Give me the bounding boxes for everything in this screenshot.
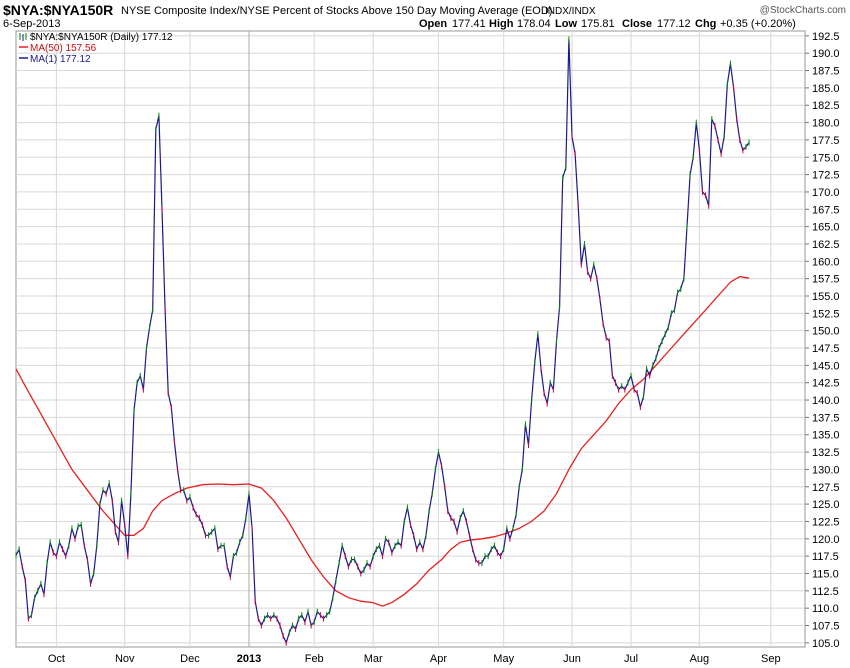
y-tick-label: 177.5 bbox=[812, 135, 840, 147]
chart-title-description: NYSE Composite Index/NYSE Percent of Sto… bbox=[121, 5, 552, 17]
y-tick-label: 170.0 bbox=[812, 187, 840, 199]
x-axis: Oct Nov Dec 2013 Feb Mar Apr May Jun Jul Aug Sep bbox=[48, 653, 781, 665]
legend-ma1: MA(1) 177.12 bbox=[30, 54, 91, 65]
y-tick-label: 150.0 bbox=[812, 326, 840, 338]
legend-ma50: MA(50) 157.56 bbox=[30, 43, 97, 54]
y-tick-label: 152.5 bbox=[812, 308, 840, 320]
legend: $NYA:$NYA150R (Daily) 177.12 MA(50) 157.… bbox=[19, 32, 173, 65]
grid-lines bbox=[16, 31, 805, 647]
x-tick-label: Apr bbox=[430, 653, 447, 665]
y-tick-label: 130.0 bbox=[812, 464, 840, 476]
chg-value: +0.35 (+0.20%) bbox=[720, 18, 796, 30]
y-tick-label: 122.5 bbox=[812, 516, 840, 528]
x-tick-label: Sep bbox=[761, 653, 781, 665]
legend-price: $NYA:$NYA150R (Daily) 177.12 bbox=[30, 32, 173, 43]
open-value: 177.41 bbox=[452, 18, 486, 30]
x-tick-label: May bbox=[493, 653, 514, 665]
y-tick-label: 157.5 bbox=[812, 274, 840, 286]
y-tick-label: 185.0 bbox=[812, 83, 840, 95]
y-tick-label: 145.0 bbox=[812, 360, 840, 372]
chart-title-symbol: $NYA:$NYA150R bbox=[3, 2, 113, 18]
chart-title-exchange: INDX/INDX bbox=[545, 6, 596, 17]
chg-label: Chg bbox=[695, 18, 716, 30]
close-value: 177.12 bbox=[657, 18, 691, 30]
low-value: 175.81 bbox=[581, 18, 615, 30]
x-tick-label: Mar bbox=[364, 653, 383, 665]
y-tick-label: 190.0 bbox=[812, 48, 840, 60]
y-tick-label: 110.0 bbox=[812, 603, 839, 615]
y-tick-label: 192.5 bbox=[812, 31, 840, 43]
open-label: Open bbox=[419, 18, 447, 30]
x-tick-label: Oct bbox=[48, 653, 65, 665]
ma50-line bbox=[15, 275, 750, 607]
y-tick-label: 132.5 bbox=[812, 447, 840, 459]
y-tick-label: 105.0 bbox=[812, 638, 840, 650]
x-tick-label: Jul bbox=[624, 653, 638, 665]
y-tick-label: 137.5 bbox=[812, 412, 840, 424]
y-tick-label: 117.5 bbox=[812, 551, 839, 563]
x-tick-label: Dec bbox=[180, 653, 200, 665]
y-tick-label: 160.0 bbox=[812, 256, 840, 268]
x-tick-label: 2013 bbox=[237, 653, 261, 665]
y-tick-label: 140.0 bbox=[812, 395, 840, 407]
y-tick-label: 180.0 bbox=[812, 118, 840, 130]
y-axis: 105.0 107.5 110.0 112.5 115.0 117.5 120.0 122.5… bbox=[805, 31, 840, 650]
y-tick-label: 187.5 bbox=[812, 66, 840, 78]
y-tick-label: 127.5 bbox=[812, 482, 840, 494]
price-ticks bbox=[15, 36, 750, 646]
y-tick-label: 147.5 bbox=[812, 343, 840, 355]
y-tick-label: 107.5 bbox=[812, 620, 840, 632]
y-tick-label: 135.0 bbox=[812, 430, 840, 442]
y-tick-label: 120.0 bbox=[812, 534, 840, 546]
y-tick-label: 167.5 bbox=[812, 204, 840, 216]
ohlc-readout: Open 177.41 High 178.04 Low 175.81 Close… bbox=[419, 18, 796, 30]
y-tick-label: 162.5 bbox=[812, 239, 840, 251]
chart-date: 6-Sep-2013 bbox=[3, 18, 61, 30]
y-tick-label: 125.0 bbox=[812, 499, 840, 511]
y-tick-label: 112.5 bbox=[812, 586, 839, 598]
y-tick-label: 115.0 bbox=[812, 568, 839, 580]
high-label: High bbox=[489, 18, 514, 30]
low-label: Low bbox=[555, 18, 577, 30]
y-tick-label: 165.0 bbox=[812, 222, 840, 234]
x-tick-label: Aug bbox=[690, 653, 710, 665]
y-tick-label: 172.5 bbox=[812, 170, 840, 182]
y-tick-label: 175.0 bbox=[812, 152, 840, 164]
x-tick-label: Feb bbox=[305, 653, 324, 665]
watermark: @StockCharts.com bbox=[760, 5, 846, 16]
plot-frame bbox=[15, 30, 806, 648]
x-tick-label: Nov bbox=[115, 653, 135, 665]
high-value: 178.04 bbox=[517, 18, 551, 30]
y-tick-label: 182.5 bbox=[812, 100, 840, 112]
y-tick-label: 155.0 bbox=[812, 291, 840, 303]
legend-price-marker bbox=[19, 33, 27, 41]
x-tick-label: Jun bbox=[563, 653, 581, 665]
y-tick-label: 142.5 bbox=[812, 378, 840, 390]
close-label: Close bbox=[622, 18, 652, 30]
